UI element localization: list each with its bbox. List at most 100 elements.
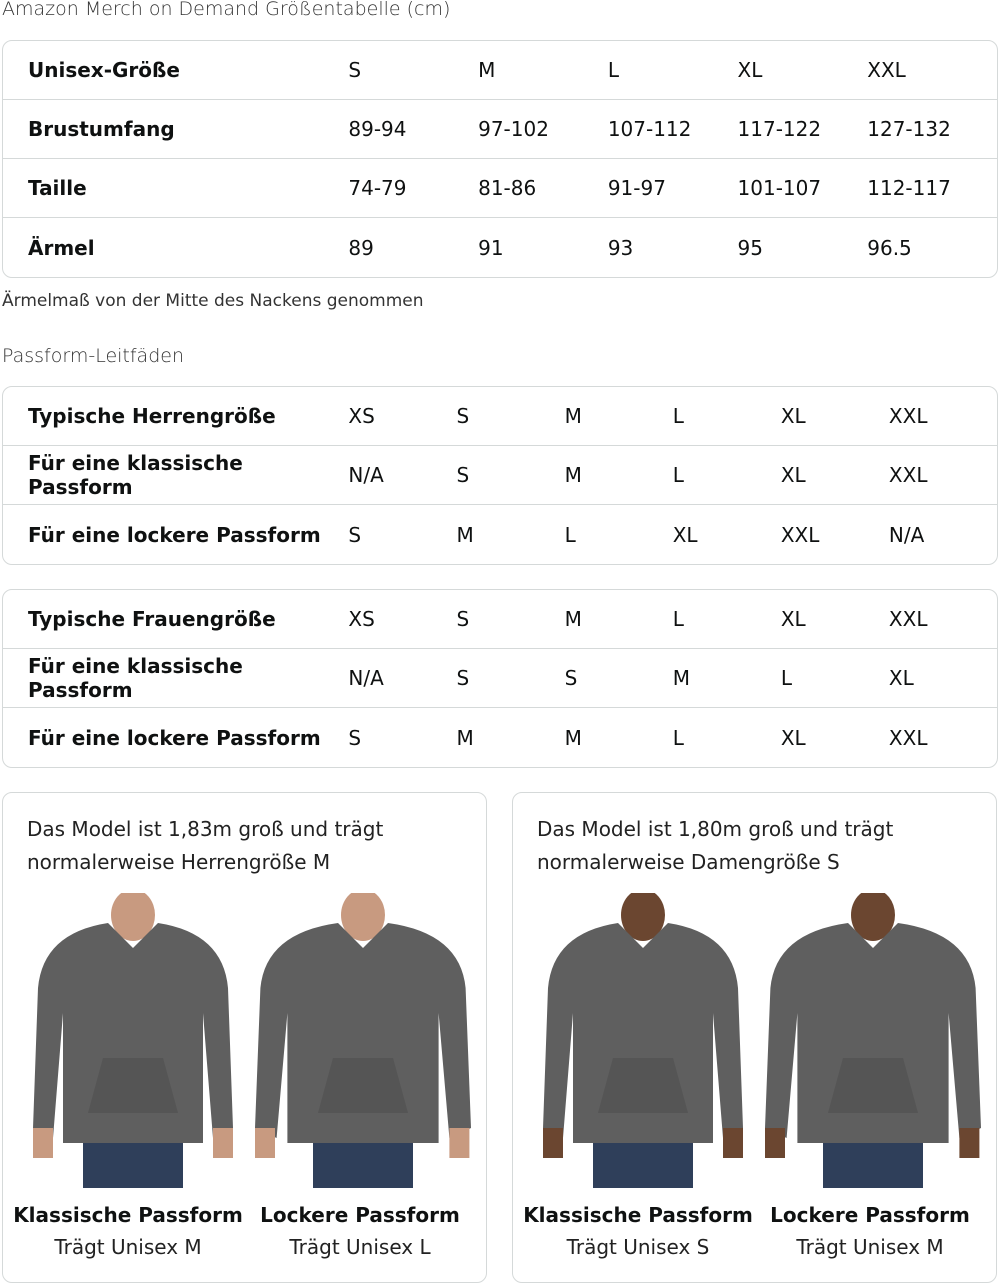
table-cell: M xyxy=(564,607,582,631)
table-cell: 101-107 xyxy=(737,176,822,200)
table-row: Taille 74-79 81-86 91-97 101-107 112-117 xyxy=(3,159,997,218)
table-cell: 89-94 xyxy=(348,117,407,141)
women-fit-table: Typische Frauengröße XS S M L XL XXL Für eine k… xyxy=(2,589,998,768)
table-cell: S xyxy=(348,58,362,82)
row-header: Ärmel xyxy=(28,235,95,260)
table-cell: XL xyxy=(780,404,806,428)
table-cell: M xyxy=(478,58,496,82)
row-header: Für eine klassische Passform xyxy=(28,451,243,499)
table-cell: M xyxy=(564,404,582,428)
table-cell: 97-102 xyxy=(478,117,549,141)
table-cell: XXL xyxy=(888,725,928,750)
row-header: Unisex-Größe xyxy=(28,58,180,82)
size-worn: Trägt Unisex S xyxy=(566,1235,710,1259)
page-title: Amazon Merch on Demand Größentabelle (cm… xyxy=(2,0,451,20)
table-cell: 117-122 xyxy=(737,117,822,141)
table-row: Ärmel 89 91 93 95 96.5 xyxy=(3,218,997,277)
table-cell: S xyxy=(456,463,470,487)
table-row: Für eine klassische Passform N/A S S M L XL xyxy=(3,649,997,708)
caption-line: normalerweise Damengröße S xyxy=(537,850,840,874)
table-cell: XXL xyxy=(780,522,820,547)
table-cell: 81-86 xyxy=(478,176,537,200)
table-row: Brustumfang 89-94 97-102 107-112 117-122 127-… xyxy=(3,100,997,159)
table-cell: L xyxy=(780,666,792,690)
table-row: Typische Herrengröße XS S M L XL XXL xyxy=(3,387,997,446)
table-cell: XL xyxy=(888,666,914,690)
table-cell: N/A xyxy=(888,522,925,547)
model-label: Klassische Passform Trägt Unisex M xyxy=(8,1203,248,1259)
row-header: Für eine lockere Passform xyxy=(28,522,321,547)
table-cell: XXL xyxy=(867,58,906,82)
table-cell: 95 xyxy=(737,235,763,260)
table-cell: 91-97 xyxy=(607,176,666,200)
table-cell: N/A xyxy=(348,666,384,690)
model-label: Lockere Passform Trägt Unisex M xyxy=(750,1203,990,1259)
caption-line: normalerweise Herrengröße M xyxy=(27,850,331,874)
table-cell: M xyxy=(456,522,474,547)
caption-line: Das Model ist 1,80m groß und trägt xyxy=(537,817,894,841)
caption-line: Das Model ist 1,83m groß und trägt xyxy=(27,817,384,841)
table-cell: S xyxy=(456,607,470,631)
table-cell: XL xyxy=(780,607,806,631)
table-cell: M xyxy=(672,666,690,690)
size-worn: Trägt Unisex L xyxy=(289,1235,431,1259)
table-cell: 74-79 xyxy=(348,176,407,200)
size-worn: Trägt Unisex M xyxy=(54,1235,202,1259)
table-cell: S xyxy=(564,666,578,690)
table-cell: M xyxy=(456,725,474,750)
table-cell: XS xyxy=(348,607,375,631)
row-header: Typische Herrengröße xyxy=(28,404,276,428)
women-model-card: Das Model ist 1,80m groß und trägt normal… xyxy=(512,792,997,1283)
row-header: Für eine klassische Passform xyxy=(28,654,243,702)
table-cell: L xyxy=(672,463,684,487)
table-cell: 89 xyxy=(348,235,374,260)
size-worn: Trägt Unisex M xyxy=(796,1235,944,1259)
table-cell: L xyxy=(672,404,684,428)
table-cell: XL xyxy=(672,522,698,547)
sleeve-note: Ärmelmaß von der Mitte des Nackens genom… xyxy=(2,291,424,311)
fit-guide-title: Passform-Leitfäden xyxy=(2,345,184,367)
row-header: Für eine lockere Passform xyxy=(28,725,321,750)
fit-name: Lockere Passform xyxy=(770,1203,970,1227)
table-row: Für eine lockere Passform S M L XL XXL N/A xyxy=(3,505,997,564)
table-cell: S xyxy=(456,666,470,690)
table-cell: L xyxy=(607,58,619,82)
model-caption: Das Model ist 1,80m groß und trägt normal… xyxy=(537,813,893,879)
table-cell: S xyxy=(348,725,362,750)
table-cell: 112-117 xyxy=(867,176,951,200)
fit-name: Klassische Passform xyxy=(523,1203,753,1227)
men-model-card: Das Model ist 1,83m groß und trägt normal… xyxy=(2,792,487,1283)
fit-name: Klassische Passform xyxy=(13,1203,243,1227)
size-table: Unisex-Größe S M L XL XXL Brustumfang 89-94 97-1… xyxy=(2,40,998,278)
table-cell: XXL xyxy=(888,404,928,428)
table-cell: N/A xyxy=(348,463,384,487)
table-cell: S xyxy=(348,522,362,547)
table-cell: XXL xyxy=(888,607,928,631)
model-photo xyxy=(533,889,753,1188)
table-cell: L xyxy=(672,725,684,750)
table-cell: XL xyxy=(780,725,806,750)
table-cell: XXL xyxy=(888,463,928,487)
table-row: Unisex-Größe S M L XL XXL xyxy=(3,41,997,100)
table-cell: L xyxy=(564,522,576,547)
fit-name: Lockere Passform xyxy=(260,1203,460,1227)
table-cell: M xyxy=(564,725,582,750)
table-cell: 107-112 xyxy=(607,117,692,141)
row-header: Typische Frauengröße xyxy=(28,607,276,631)
model-label: Lockere Passform Trägt Unisex L xyxy=(240,1203,480,1259)
table-cell: M xyxy=(564,463,582,487)
table-cell: 93 xyxy=(607,235,634,260)
table-row: Typische Frauengröße XS S M L XL XXL xyxy=(3,590,997,649)
table-cell: XS xyxy=(348,404,375,428)
table-cell: L xyxy=(672,607,684,631)
row-header: Taille xyxy=(28,176,87,200)
row-header: Brustumfang xyxy=(28,117,175,141)
table-cell: 96.5 xyxy=(867,235,912,260)
table-cell: 91 xyxy=(478,235,504,260)
model-photo xyxy=(23,889,243,1188)
model-label: Klassische Passform Trägt Unisex S xyxy=(518,1203,758,1259)
table-row: Für eine klassische Passform N/A S M L XL XXL xyxy=(3,446,997,505)
model-photo xyxy=(763,889,983,1188)
table-cell: 127-132 xyxy=(867,117,951,141)
model-photo xyxy=(253,889,473,1188)
